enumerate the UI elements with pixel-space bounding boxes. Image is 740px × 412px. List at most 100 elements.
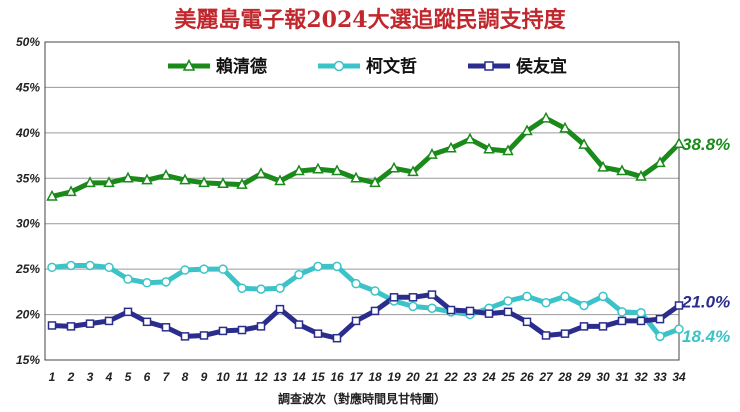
series-triangle xyxy=(51,115,681,199)
data-point xyxy=(560,291,570,302)
data-point xyxy=(161,277,171,287)
data-point xyxy=(274,174,286,186)
data-point xyxy=(484,309,494,318)
legend: 賴清德 柯文哲 侯友宜 xyxy=(168,56,567,77)
data-point xyxy=(122,171,134,183)
data-point xyxy=(198,176,210,188)
data-point xyxy=(597,160,609,172)
data-point xyxy=(256,284,266,294)
series-line xyxy=(51,115,681,199)
y-tick-label: 40% xyxy=(15,126,40,140)
series-circle xyxy=(51,263,680,339)
data-point xyxy=(370,306,380,316)
data-point xyxy=(199,264,209,274)
x-tick-label: 13 xyxy=(273,370,287,384)
data-point xyxy=(446,305,456,315)
data-point xyxy=(142,317,152,327)
data-point xyxy=(408,293,418,302)
x-tick-label: 29 xyxy=(576,370,591,384)
x-tick-label: 26 xyxy=(519,370,534,384)
x-tick-label: 25 xyxy=(500,370,515,384)
series xyxy=(46,111,685,343)
data-point xyxy=(199,331,209,340)
data-point xyxy=(636,316,646,326)
x-tick-label: 33 xyxy=(653,370,667,384)
end-value-label: 38.8% xyxy=(682,135,730,154)
data-point xyxy=(598,291,608,302)
x-tick-label: 20 xyxy=(405,370,420,384)
data-point xyxy=(66,260,76,271)
data-point xyxy=(598,322,608,331)
series-line xyxy=(51,263,680,339)
data-point xyxy=(160,168,172,180)
data-point xyxy=(541,298,551,308)
data-point xyxy=(141,173,153,185)
data-point xyxy=(313,329,323,338)
data-point xyxy=(388,161,400,173)
data-point xyxy=(560,329,570,338)
data-point xyxy=(370,286,380,296)
data-point xyxy=(407,165,419,177)
data-point xyxy=(503,307,513,317)
data-point xyxy=(237,283,247,293)
x-tick-label: 6 xyxy=(144,370,151,384)
data-point xyxy=(331,164,343,176)
data-point xyxy=(46,189,58,201)
data-point xyxy=(237,325,247,335)
data-point xyxy=(85,260,95,271)
data-point xyxy=(674,301,684,310)
x-tick-label: 3 xyxy=(87,370,94,384)
x-tick-label: 19 xyxy=(387,370,401,384)
grid xyxy=(45,41,679,361)
data-point xyxy=(541,331,551,340)
data-point xyxy=(427,303,437,313)
x-tick-label: 16 xyxy=(330,370,344,384)
data-point xyxy=(180,332,190,341)
x-tick-label: 11 xyxy=(236,370,249,384)
data-point xyxy=(635,169,647,181)
data-point xyxy=(389,293,399,302)
x-tick-label: 27 xyxy=(538,370,554,384)
data-point xyxy=(294,269,304,280)
x-tick-label: 31 xyxy=(615,370,629,384)
data-point xyxy=(674,324,684,334)
data-point xyxy=(445,141,457,153)
data-point xyxy=(522,317,532,327)
data-point xyxy=(332,333,342,343)
y-tick-label: 25% xyxy=(15,262,40,276)
data-point xyxy=(47,321,57,330)
series-markers-square xyxy=(47,290,684,343)
x-tick-label: 32 xyxy=(634,370,648,384)
data-point xyxy=(104,316,114,326)
x-tick-label: 8 xyxy=(182,370,189,384)
chart-title: 美麗島電子報2024大選追蹤民調支持度 xyxy=(174,7,566,33)
data-point xyxy=(104,262,114,273)
data-point xyxy=(350,171,362,183)
legend-marker xyxy=(484,61,494,71)
data-point xyxy=(559,121,571,133)
y-tick-label: 20% xyxy=(15,308,40,322)
end-value-label: 18.4% xyxy=(682,327,730,346)
x-tick-label: 12 xyxy=(254,370,268,384)
data-point xyxy=(179,173,191,185)
data-point xyxy=(522,291,532,302)
data-point xyxy=(369,176,381,188)
data-point xyxy=(65,185,77,197)
y-tick-label: 30% xyxy=(16,217,40,231)
x-tick-label: 18 xyxy=(368,370,382,384)
x-tick-label: 10 xyxy=(216,370,230,384)
data-point xyxy=(540,111,552,123)
x-tick-label: 30 xyxy=(596,370,610,384)
x-tick-label: 15 xyxy=(311,370,325,384)
data-point xyxy=(275,304,285,314)
data-point xyxy=(161,323,171,332)
x-tick-label: 1 xyxy=(49,370,56,384)
x-axis-label: 調查波次（對應時間見甘特圖） xyxy=(278,391,446,406)
x-tick-label: 9 xyxy=(201,370,208,384)
x-tick-label: 23 xyxy=(462,370,477,384)
data-point xyxy=(503,296,513,306)
end-labels: 38.8% 18.4% 21.0% xyxy=(681,135,730,346)
data-point xyxy=(123,307,133,317)
data-point xyxy=(313,261,323,272)
